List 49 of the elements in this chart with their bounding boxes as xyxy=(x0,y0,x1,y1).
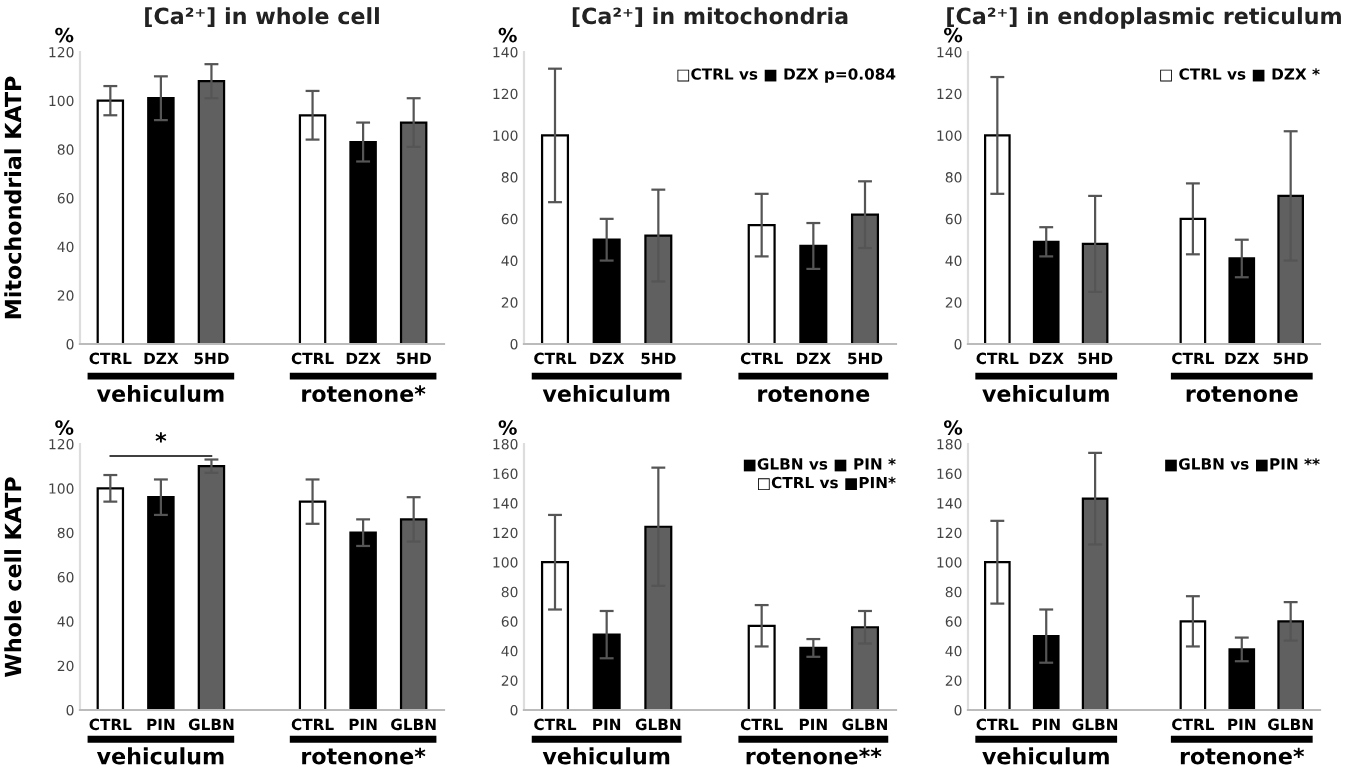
chart-title: [Ca²⁺] in whole cell xyxy=(145,7,379,27)
text: vehiculum xyxy=(982,747,1109,765)
text: vehiculum xyxy=(96,747,224,765)
bar xyxy=(349,140,377,344)
text: rotenone xyxy=(1186,386,1298,403)
text: % xyxy=(55,27,74,43)
text: rotenone* xyxy=(1180,747,1305,765)
bar xyxy=(540,134,570,344)
bar xyxy=(799,646,828,710)
text: vehiculum xyxy=(96,384,224,403)
bar xyxy=(984,134,1011,344)
bar xyxy=(747,224,776,344)
text: rotenone* xyxy=(302,385,426,403)
text: rotenone xyxy=(758,386,870,403)
bar xyxy=(1179,620,1207,710)
text: rotenone** xyxy=(746,747,882,765)
bar xyxy=(96,99,125,344)
bar xyxy=(298,114,327,344)
bar xyxy=(1032,635,1060,710)
text: % xyxy=(498,420,517,435)
bar xyxy=(298,500,327,710)
text: % xyxy=(498,27,517,43)
bar xyxy=(799,244,828,344)
text: % xyxy=(943,420,963,435)
text: rotenone* xyxy=(302,747,426,765)
bar xyxy=(984,561,1011,710)
bar xyxy=(1228,257,1256,344)
bar xyxy=(592,238,621,344)
text: vehiculum xyxy=(982,384,1109,403)
bar xyxy=(1228,648,1256,710)
text: vehiculum xyxy=(542,747,670,765)
bar xyxy=(1179,217,1207,344)
y-axis-title: Mitochondrial KATP xyxy=(4,76,22,319)
chart-title: [Ca²⁺] in mitochondria xyxy=(572,7,848,27)
text: * xyxy=(155,432,167,443)
bar xyxy=(96,487,125,710)
bar xyxy=(747,624,776,710)
bar xyxy=(592,633,621,710)
bar xyxy=(147,496,175,710)
bar xyxy=(349,531,377,710)
chart-title: [Ca²⁺] in endoplasmic reticulum xyxy=(947,7,1341,29)
text: vehiculum xyxy=(542,384,670,403)
bar xyxy=(540,561,570,710)
bar xyxy=(147,97,175,344)
text: % xyxy=(943,27,963,43)
bar xyxy=(1032,240,1060,344)
y-axis-title: Whole cell KATP xyxy=(4,477,22,678)
text: % xyxy=(55,420,74,435)
bar xyxy=(197,465,226,710)
